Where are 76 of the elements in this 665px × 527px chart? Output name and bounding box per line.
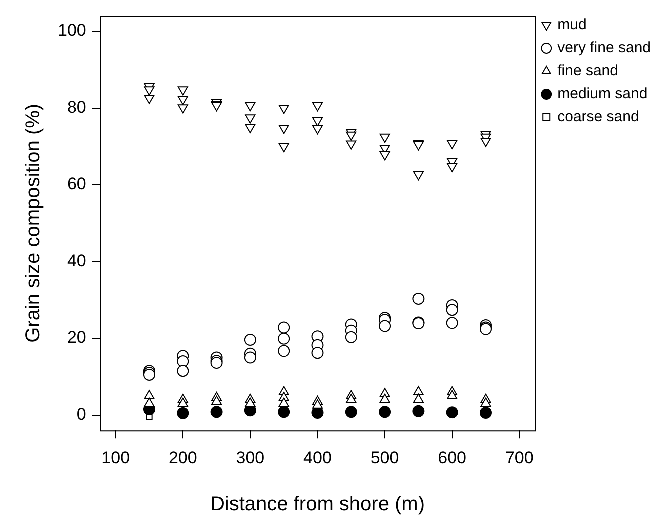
point bbox=[210, 406, 223, 418]
legend-label: very fine sand bbox=[558, 40, 652, 57]
point bbox=[413, 171, 424, 181]
point bbox=[380, 134, 390, 144]
legend-label: coarse sand bbox=[558, 108, 640, 126]
y-tick-label: 80 bbox=[67, 98, 86, 117]
legend-label: mud bbox=[558, 16, 587, 34]
point bbox=[144, 390, 155, 400]
x-tick-label: 500 bbox=[370, 448, 400, 468]
point bbox=[346, 132, 357, 142]
y-tick-label: 0 bbox=[76, 404, 86, 424]
y-tick-label: 60 bbox=[67, 174, 86, 194]
y-tick-label: 20 bbox=[67, 328, 86, 348]
x-tick-label: 300 bbox=[236, 448, 265, 468]
point bbox=[278, 124, 290, 134]
point bbox=[413, 386, 424, 396]
point bbox=[312, 102, 324, 112]
y-tick-label: 40 bbox=[67, 251, 86, 270]
point bbox=[412, 405, 425, 418]
point bbox=[379, 406, 392, 418]
point bbox=[346, 140, 357, 150]
x-axis-title: Distance from shore (m) bbox=[210, 494, 425, 516]
point bbox=[144, 398, 155, 407]
point bbox=[245, 114, 256, 124]
y-axis-title: Grain size composition (%) bbox=[22, 104, 45, 343]
point bbox=[244, 352, 256, 364]
point bbox=[480, 398, 492, 407]
point bbox=[346, 394, 357, 404]
point bbox=[178, 398, 188, 407]
point bbox=[345, 331, 358, 344]
point bbox=[177, 407, 190, 420]
point bbox=[447, 140, 458, 150]
point bbox=[379, 320, 392, 332]
point bbox=[278, 105, 290, 114]
point bbox=[447, 163, 458, 173]
point bbox=[245, 398, 256, 407]
point bbox=[278, 322, 290, 334]
legend-label: medium sand bbox=[558, 86, 648, 103]
point bbox=[178, 86, 188, 96]
point bbox=[446, 317, 458, 330]
point bbox=[312, 125, 324, 135]
point bbox=[212, 396, 222, 406]
legend-label: fine sand bbox=[558, 62, 619, 80]
point bbox=[178, 104, 188, 114]
point bbox=[312, 117, 324, 127]
point bbox=[412, 292, 425, 305]
point bbox=[380, 151, 390, 161]
point bbox=[278, 332, 290, 345]
point bbox=[480, 406, 492, 419]
point bbox=[312, 347, 324, 360]
point bbox=[278, 143, 290, 153]
point bbox=[278, 406, 290, 418]
point bbox=[480, 138, 492, 148]
point bbox=[413, 394, 424, 404]
point bbox=[380, 394, 390, 404]
point bbox=[345, 406, 358, 418]
point bbox=[178, 96, 188, 106]
x-tick-label: 200 bbox=[168, 448, 198, 468]
point bbox=[446, 406, 458, 419]
point bbox=[278, 398, 290, 407]
point bbox=[446, 304, 458, 316]
point bbox=[177, 365, 190, 378]
point bbox=[447, 390, 458, 400]
x-tick-label: 400 bbox=[304, 448, 332, 468]
point bbox=[278, 345, 290, 358]
point bbox=[144, 86, 155, 96]
point bbox=[244, 334, 256, 346]
x-tick-label: 600 bbox=[438, 448, 467, 468]
point bbox=[312, 400, 324, 409]
x-tick-label: 100 bbox=[102, 448, 130, 468]
y-tick-label: 100 bbox=[58, 21, 86, 40]
point bbox=[245, 124, 256, 134]
point bbox=[245, 102, 256, 112]
point bbox=[144, 95, 155, 104]
point bbox=[177, 356, 190, 368]
x-tick-label: 700 bbox=[505, 448, 534, 468]
